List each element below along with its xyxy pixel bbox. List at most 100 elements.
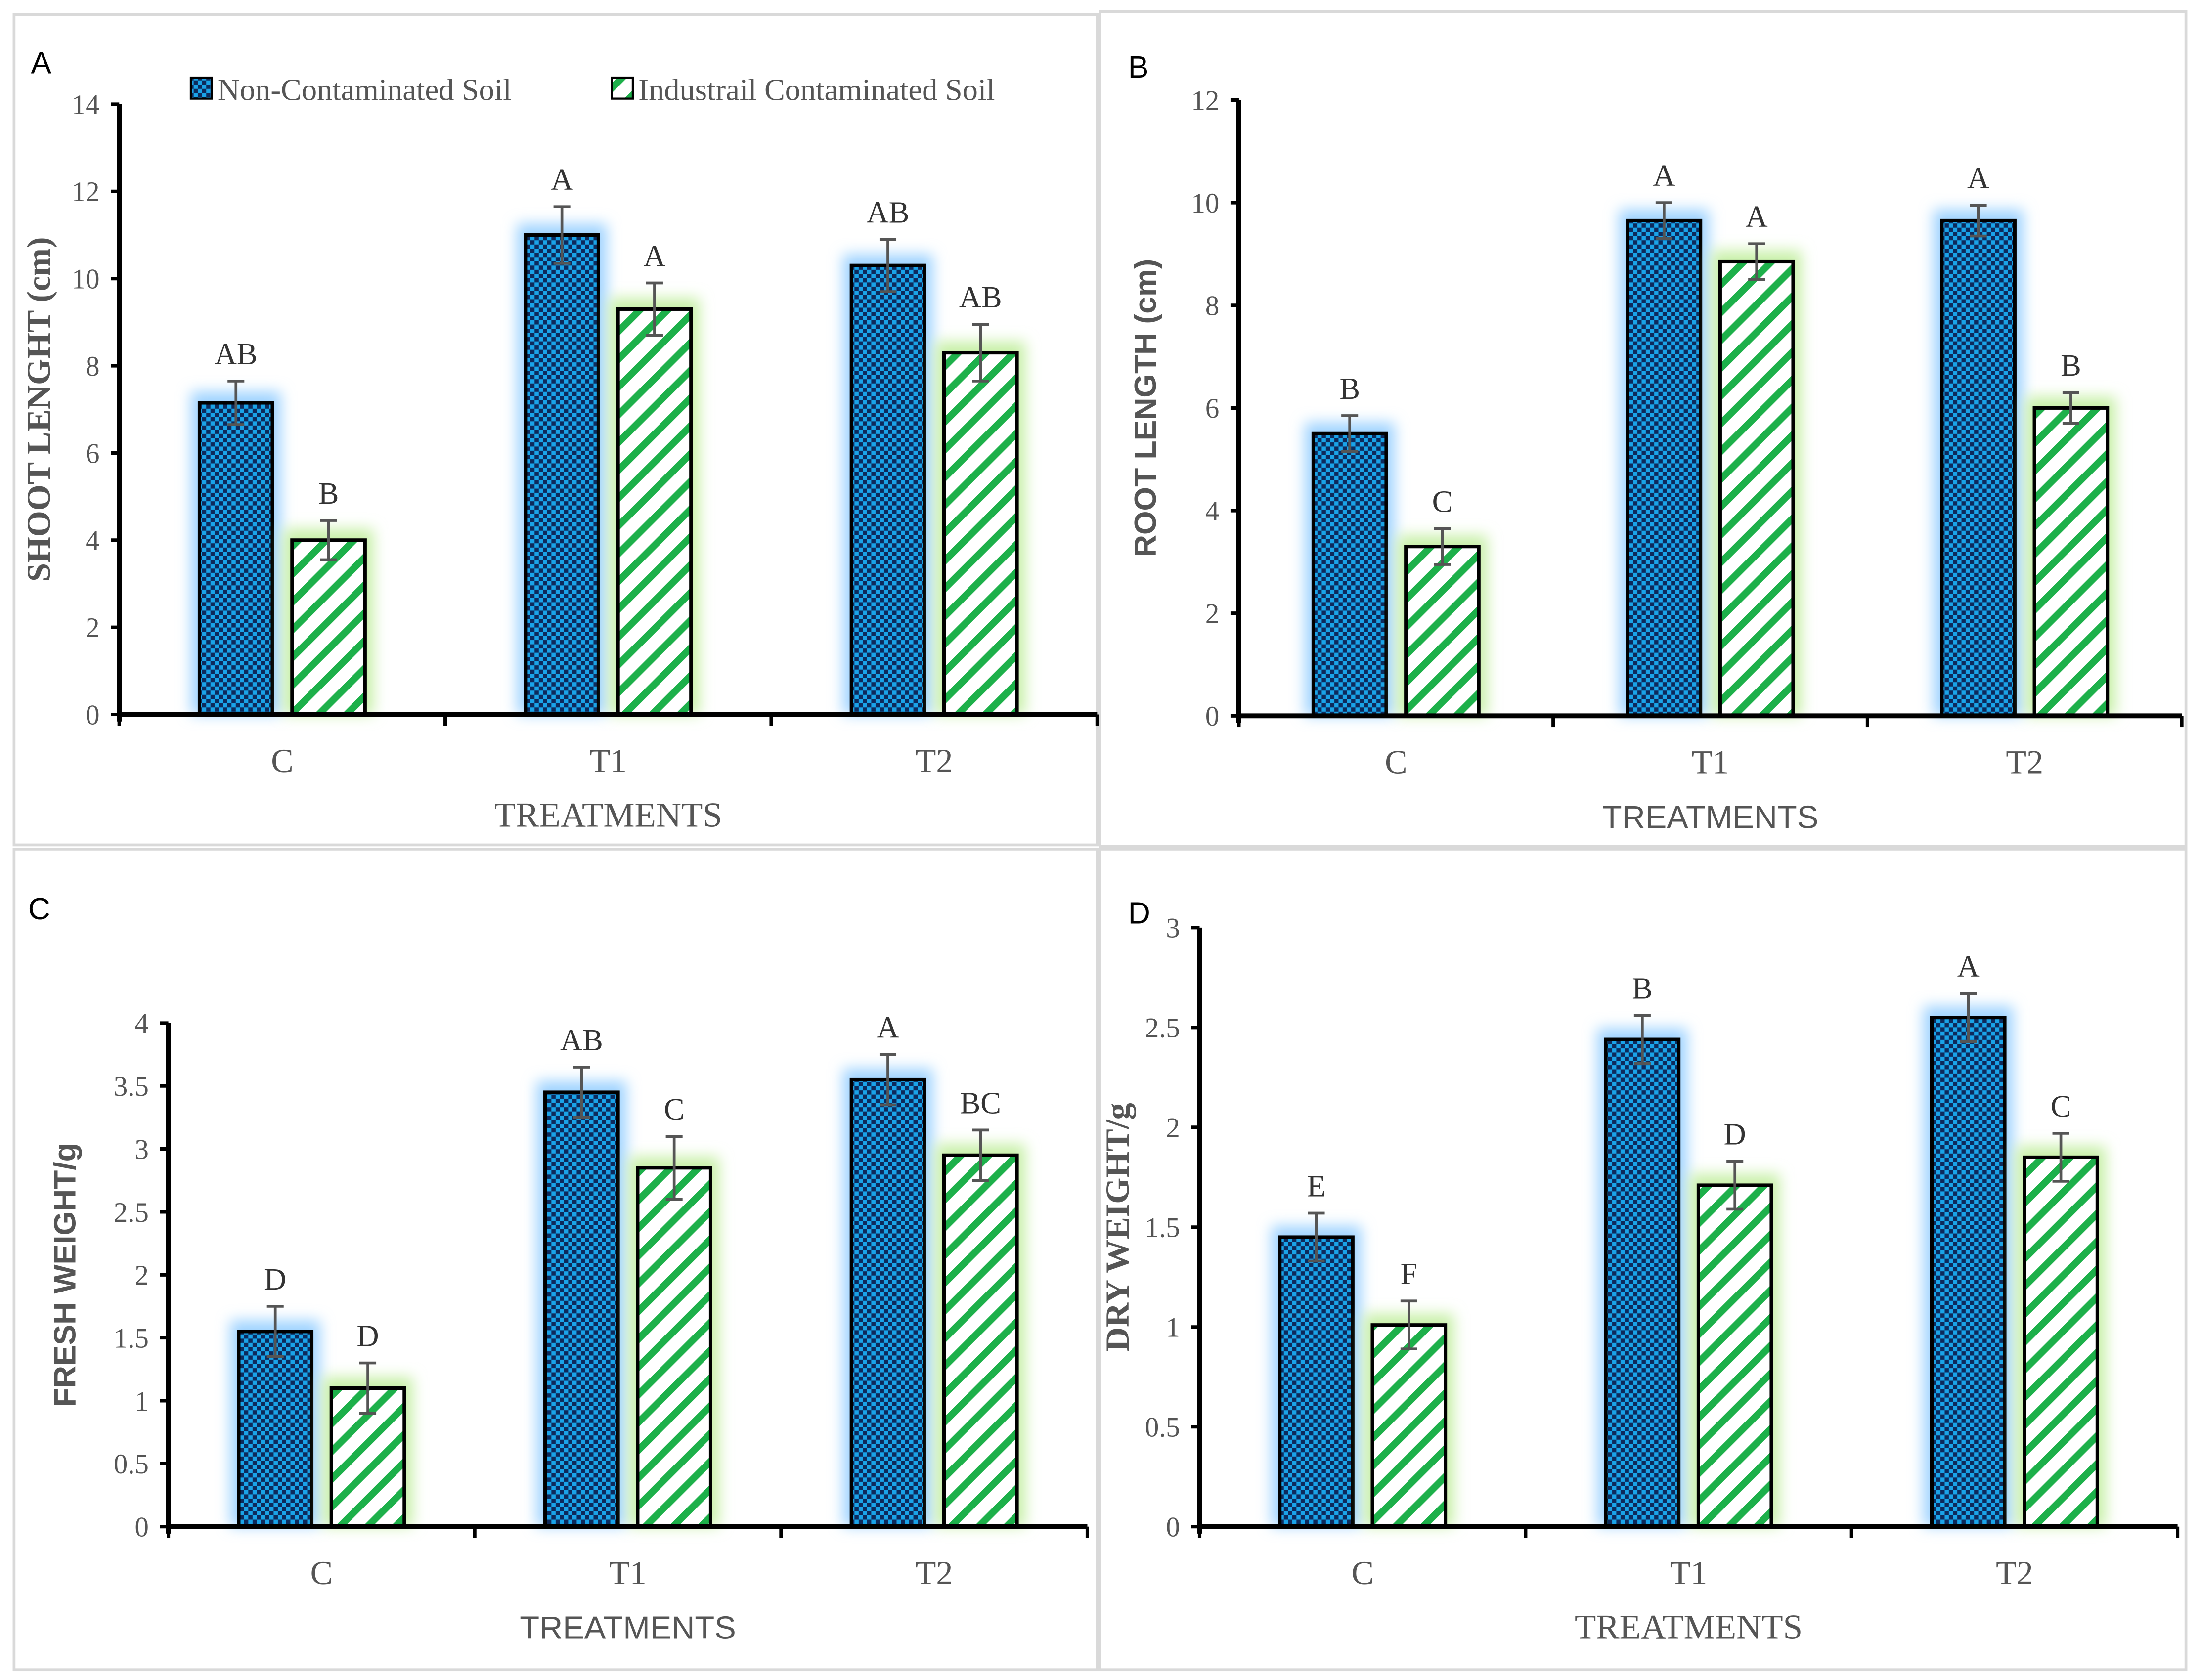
x-axis-title: TREATMENTS <box>1575 1608 1803 1647</box>
y-tick-label: 2 <box>1166 1113 1180 1144</box>
bar-contaminated-T1 <box>616 307 693 717</box>
panel-D: D E B A F D C 0 0.5 1 1.5 2 2.5 3 C T1 T2 TREATMENTS DRY W… <box>1099 848 2188 1672</box>
significance-letter: D <box>264 1262 286 1296</box>
bar-contaminated-T2 <box>942 351 1019 717</box>
x-tick-label: T2 <box>916 1554 953 1592</box>
legend-swatch-non-contaminated <box>189 76 213 100</box>
x-tick-label: T1 <box>1692 743 1729 781</box>
y-tick-label: 1.5 <box>114 1323 149 1354</box>
panel-label: A <box>31 46 51 81</box>
bar-contaminated-T2 <box>2023 1155 2099 1529</box>
y-tick-label: 3 <box>1166 913 1180 944</box>
significance-letter: AB <box>560 1023 603 1057</box>
y-tick-label: 0.5 <box>114 1449 149 1480</box>
y-tick-label: 6 <box>86 438 99 469</box>
significance-letter: D <box>1724 1117 1746 1151</box>
x-tick-label: C <box>1385 743 1407 781</box>
bar-contaminated-T2 <box>942 1153 1019 1529</box>
panel-A: A AB A AB B A AB 0 2 4 6 8 10 12 14 C T1 T2 TREATMENTS SHOO… <box>12 13 1099 847</box>
y-tick-label: 6 <box>1205 393 1219 424</box>
x-axis-title: TREATMENTS <box>494 796 722 835</box>
y-tick-label: 14 <box>72 89 100 121</box>
panel-label: B <box>1128 50 1149 85</box>
x-tick-label: T2 <box>1996 1554 2033 1592</box>
significance-letter: A <box>1653 158 1675 193</box>
significance-letter: B <box>1632 971 1653 1006</box>
y-tick-label: 2.5 <box>1145 1013 1180 1044</box>
y-tick-label: 2.5 <box>114 1197 149 1228</box>
y-tick-label: 0 <box>134 1512 148 1543</box>
legend-label: Non-Contaminated Soil <box>218 72 512 107</box>
y-tick-label: 4 <box>134 1008 148 1039</box>
y-axis-title: FRESH WEIGHT/g <box>48 1143 83 1407</box>
y-tick-label: 0.5 <box>1145 1412 1180 1443</box>
bar-non-contaminated-T1 <box>1604 1037 1681 1529</box>
y-tick-label: 1 <box>1166 1312 1180 1343</box>
y-tick-label: 12 <box>1191 85 1219 116</box>
significance-letter: B <box>2061 348 2081 383</box>
significance-letter: A <box>643 238 665 273</box>
bar-non-contaminated-T1 <box>1626 218 1703 718</box>
y-axis-title: ROOT LENGTH (cm) <box>1128 259 1163 557</box>
x-axis-title: TREATMENTS <box>1602 799 1819 835</box>
x-tick-label: T2 <box>916 742 953 779</box>
y-tick-label: 3 <box>134 1134 148 1165</box>
y-tick-label: 4 <box>1205 496 1219 527</box>
y-tick-label: 3.5 <box>114 1071 149 1102</box>
y-tick-label: 2 <box>86 612 99 644</box>
bar-contaminated-C <box>290 538 367 717</box>
x-tick-label: T1 <box>1670 1554 1708 1592</box>
bar-contaminated-T2 <box>2032 406 2110 718</box>
significance-letter: E <box>1307 1168 1325 1203</box>
y-tick-label: 12 <box>72 176 100 208</box>
significance-letter: B <box>1339 371 1360 406</box>
significance-letter: C <box>2051 1089 2071 1123</box>
legend-swatch-contaminated <box>611 76 634 100</box>
x-tick-label: C <box>271 742 293 779</box>
panel-label: D <box>1128 896 1150 930</box>
significance-letter: BC <box>960 1085 1001 1120</box>
bar-non-contaminated-T2 <box>1940 218 2017 718</box>
significance-letter: AB <box>215 337 258 371</box>
significance-letter: A <box>877 1010 899 1044</box>
bar-non-contaminated-T2 <box>849 263 926 717</box>
y-axis-title: DRY WEIGHT/g <box>1099 1103 1136 1351</box>
bar-non-contaminated-T2 <box>1930 1016 2007 1529</box>
panel-C: C D AB A D C BC 0 0.5 1 1.5 2 2.5 3 3.5 4 C T1 T2 TREATMENT… <box>12 848 1099 1672</box>
significance-letter: A <box>1957 949 1980 984</box>
bar-non-contaminated-C <box>1278 1235 1355 1529</box>
y-tick-label: 1 <box>134 1386 148 1417</box>
bar-non-contaminated-T1 <box>543 1090 620 1529</box>
x-tick-label: C <box>310 1554 333 1592</box>
x-axis-title: TREATMENTS <box>520 1610 736 1646</box>
y-tick-label: 10 <box>72 264 100 295</box>
significance-letter: C <box>664 1092 685 1126</box>
y-tick-label: 0 <box>1166 1512 1180 1543</box>
significance-letter: F <box>1400 1256 1417 1291</box>
y-tick-label: 2 <box>1205 599 1219 630</box>
panel-B: B B A A C A B 0 2 4 6 8 10 12 C T1 T2 TREATMENTS ROOT LENG… <box>1099 10 2188 848</box>
bar-non-contaminated-C <box>1311 431 1388 718</box>
legend-label: Industrail Contaminated Soil <box>638 72 995 107</box>
bar-contaminated-C <box>1370 1323 1448 1529</box>
significance-letter: A <box>551 162 573 197</box>
y-axis-title: SHOOT LENGHT (cm) <box>20 237 57 582</box>
x-tick-label: T1 <box>609 1554 647 1592</box>
significance-letter: C <box>1432 484 1453 518</box>
y-tick-label: 4 <box>86 525 99 557</box>
y-tick-label: 0 <box>1205 701 1219 732</box>
bar-non-contaminated-T1 <box>524 233 600 717</box>
y-tick-label: 1.5 <box>1145 1212 1180 1244</box>
bar-contaminated-T1 <box>1718 259 1795 718</box>
y-tick-label: 10 <box>1191 188 1219 219</box>
bar-contaminated-T1 <box>1696 1183 1773 1529</box>
significance-letter: A <box>1967 161 1989 195</box>
y-tick-label: 8 <box>1205 291 1219 322</box>
bar-contaminated-C <box>1404 545 1481 718</box>
legend: Non-Contaminated Soil Industrail Contamin… <box>189 72 995 107</box>
bar-non-contaminated-C <box>197 401 274 717</box>
bar-non-contaminated-C <box>237 1330 314 1529</box>
x-tick-label: T2 <box>2006 743 2043 781</box>
